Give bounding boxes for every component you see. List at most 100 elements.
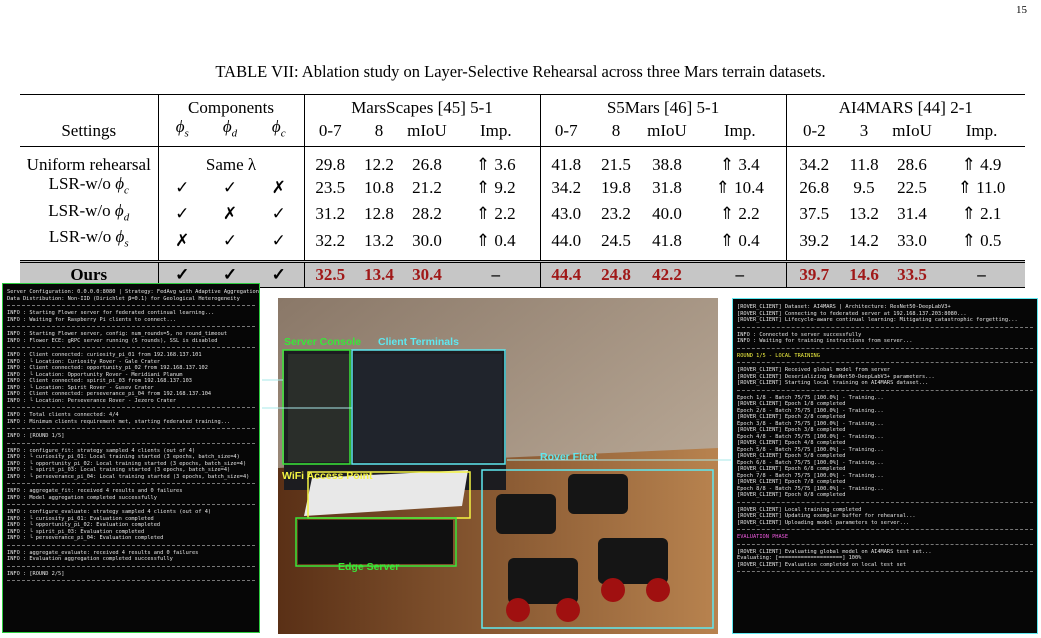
symbol: ϕ (115, 227, 125, 247)
terminal-line: INFO : Waiting for Raspberry Pi clients … (7, 316, 177, 323)
terminal-line: Epoch 1/8 - Batch 75/75 [100.0%] - Train… (737, 394, 884, 401)
terminal-line: Data Distribution: Non-IID (Dirichlet β=… (7, 295, 240, 302)
edge-server-box (298, 520, 453, 564)
terminal-line: INFO : Client connected: spirit_pi_03 fr… (7, 378, 192, 384)
settings-header: Settings (20, 117, 158, 148)
score-cell: 26.8 (785, 174, 843, 201)
score-cell: ⇑ 2.1 (961, 204, 1002, 224)
component-cell: ✓ (157, 200, 206, 228)
table-row: Uniform rehearsal Same λ 29.8 12.2 26.8 ⇑ 3.6… (20, 146, 1025, 175)
terminal-line: INFO : Client connected: opportunity_pi_… (7, 365, 208, 371)
component-cell: ✗ (157, 227, 206, 262)
component-cell: ✓ (157, 259, 206, 288)
score-cell: 31.8 (652, 178, 682, 198)
score-cell: ⇑ 0.5 (961, 230, 1002, 250)
terminal-line: [ROVER_CLIENT] Lifecycle-aware continual… (737, 317, 1018, 323)
setting-text: Uniform rehearsal (26, 155, 151, 175)
terminal-line: INFO : Connected to server successfully (737, 331, 862, 338)
terminal-line: INFO : └ spirit_pi_03: Evaluation comple… (7, 528, 145, 535)
terminal-line: Epoch 3/8 - Batch 75/75 [100.0%] - Train… (737, 420, 884, 427)
score-header: mIoU (640, 117, 695, 148)
score-header: 8 (356, 117, 402, 148)
score-cell: 21.5 (601, 155, 631, 175)
score-cell: 37.5 (785, 200, 843, 228)
terminal-block: INFO : Starting Flower server, config: n… (7, 329, 255, 348)
terminal-block: INFO : configure_evaluate: strategy samp… (7, 507, 255, 546)
score-cell: 26.8 (412, 155, 442, 175)
score-header: 0-7 (539, 117, 593, 148)
terminal-line: INFO : └ perseverance_pi_04: Local train… (7, 473, 250, 480)
terminal-line: Epoch 8/8 - Batch 75/75 [100.0%] - Train… (737, 485, 884, 492)
component-header: ϕd (206, 117, 254, 148)
component-cell: ✓ (271, 204, 286, 224)
symbol: ϕ (175, 117, 185, 136)
score-cell: ⇑ 10.4 (715, 178, 764, 198)
score-cell: 31.2 (303, 200, 356, 228)
terminal-line: INFO : aggregate_fit: received 4 results… (7, 488, 183, 494)
symbol: ϕ (115, 174, 124, 194)
subscript: d (231, 127, 238, 140)
setting-cell: LSR-w/o ϕs (20, 227, 158, 261)
score-cell: 41.8 (539, 146, 593, 175)
setting-cell: Uniform rehearsal (20, 147, 158, 175)
component-cell: ✓ (254, 259, 304, 288)
terminal-line: INFO : └ Location: Spirit Rover - Gusev … (7, 384, 154, 391)
terminal-line: Epoch 2/8 - Batch 75/75 [100.0%] - Train… (737, 407, 884, 414)
ablation-table: Components MarsScapes [45] 5-1 S5Mars [46]… (20, 94, 1026, 288)
console-screen (288, 354, 350, 462)
terminal-line: Evaluating: [====================] 100% (737, 555, 862, 561)
score-cell: 30.4 (402, 259, 452, 288)
terminal-line: EVALUATION PHASE (737, 534, 789, 540)
terminal-line: [ROVER_CLIENT] Epoch 7/8 completed (737, 479, 846, 485)
score-header: Imp. (452, 117, 541, 148)
setting-text: Ours (70, 265, 108, 285)
terminal-line: [ROVER_CLIENT] Epoch 3/8 completed (737, 427, 846, 433)
component-cell: Same λ (157, 146, 304, 175)
subscript: s (184, 127, 189, 140)
terminal-block: Server Configuration: 0.0.0.0:8080 | Str… (7, 287, 259, 306)
score-cell: – (694, 259, 787, 288)
terminal-block: INFO : aggregate_fit: received 4 results… (7, 486, 255, 505)
terminal-line: Epoch 5/8 - Batch 75/75 [100.0%] - Train… (737, 446, 884, 453)
terminal-line: INFO : Starting Flower server for federa… (7, 310, 215, 316)
terminal-line: Server Configuration: 0.0.0.0:8080 | Str… (7, 289, 259, 295)
subscript: s (124, 237, 129, 250)
terminal-line: INFO : └ spirit_pi_03: Local training st… (7, 467, 231, 473)
terminal-line: INFO : └ opportunity_pi_02: Local traini… (7, 460, 247, 467)
rover-terminal: [ROVER_CLIENT] Dataset: AI4MARS | Archit… (732, 298, 1038, 634)
score-cell: 32.2 (303, 227, 356, 262)
score-cell: ⇑ 4.9 (961, 155, 1002, 175)
score-cell: 42.2 (640, 259, 695, 288)
table-row: LSR-w/o ϕd ✓ ✗ ✓ 31.2 12.8 28.2 ⇑ 2.2 43.0 23.2 40… (20, 200, 1025, 228)
score-cell: 9.5 (853, 178, 875, 198)
score-cell: ⇑ 0.4 (719, 230, 760, 250)
terminal-block: INFO : configure_fit: strategy sampled 4… (7, 446, 255, 484)
score-cell: 11.8 (849, 155, 879, 175)
group-header: Components (157, 94, 304, 117)
score-header: Imp. (694, 117, 787, 148)
setting-cell: Ours (20, 259, 158, 288)
terminal-line: [ROVER_CLIENT] Deserializing ResNet50-De… (737, 373, 935, 380)
terminal-line: INFO : aggregate_evaluate: received 4 re… (7, 549, 199, 556)
terminal-line: INFO : └ Location: Opportunity Rover - M… (7, 371, 183, 378)
score-cell: 21.2 (412, 178, 442, 198)
subscript: c (280, 127, 286, 140)
score-cell: 34.2 (539, 174, 593, 201)
score-cell: ⇑ 2.2 (719, 204, 760, 224)
terminal-line: [ROVER_CLIENT] Dataset: AI4MARS | Archit… (737, 304, 951, 310)
terminal-block: INFO : [ROUND 2/5] (7, 569, 255, 581)
score-cell: 33.0 (897, 230, 927, 250)
terminal-line: INFO : Total clients connected: 4/4 (7, 412, 119, 418)
terminal-line: INFO : └ Location: Curiosity Rover - Gal… (7, 358, 161, 365)
component-cell: ✗ (271, 178, 286, 198)
terminal-line: [ROVER_CLIENT] Epoch 4/8 completed (737, 440, 846, 446)
terminal-line: INFO : └ perseverance_pi_04: Evaluation … (7, 535, 164, 541)
score-cell: ⇑ 3.4 (719, 155, 760, 175)
score-cell: 41.8 (652, 230, 682, 250)
score-cell: 14.2 (849, 230, 879, 250)
terminal-block: INFO : Starting Flower server for federa… (7, 308, 255, 327)
terminal-line: INFO : [ROUND 1/5] (7, 433, 65, 439)
blank-header (20, 94, 158, 117)
terminal-line: Epoch 6/8 - Batch 75/75 [100.0%] - Train… (737, 459, 884, 466)
score-header: mIoU (886, 117, 939, 148)
